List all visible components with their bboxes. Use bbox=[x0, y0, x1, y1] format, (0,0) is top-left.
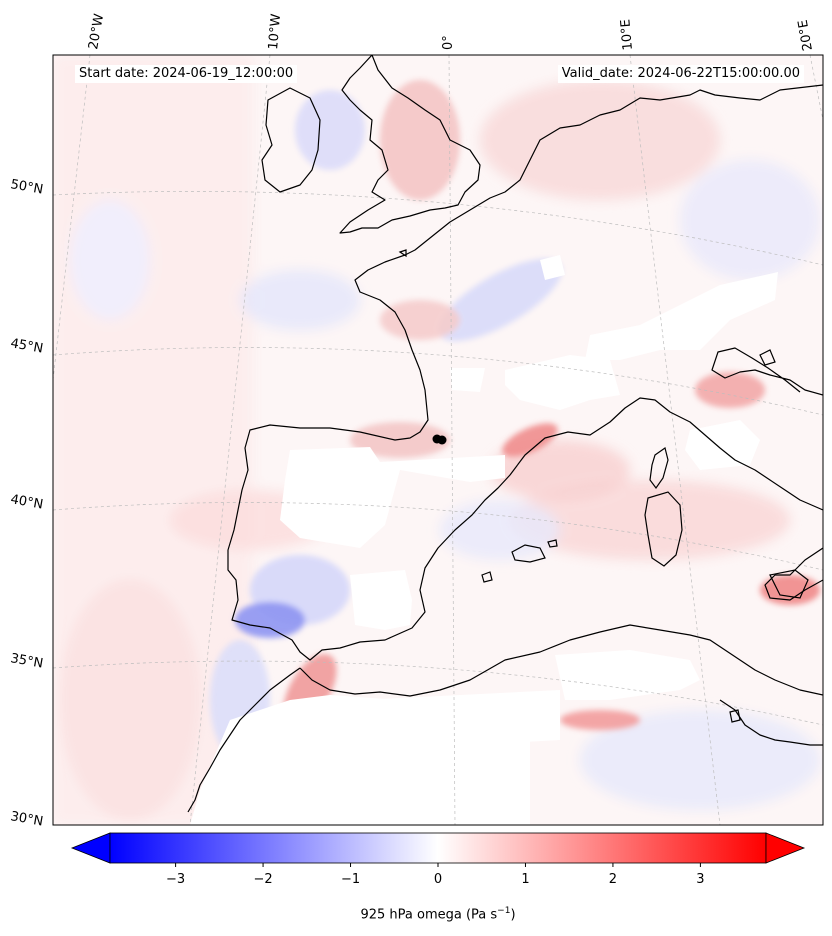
coast-ireland bbox=[261, 87, 321, 193]
coastlines bbox=[187, 55, 823, 813]
colorbar-label-main: 925 hPa omega (Pa s bbox=[360, 907, 498, 923]
coast-sicily bbox=[769, 569, 809, 599]
islands bbox=[398, 249, 809, 723]
coast-italy-south bbox=[764, 547, 823, 601]
colorbar-body bbox=[109, 832, 767, 864]
coast-morocco-atlantic bbox=[187, 667, 301, 813]
coast-channel-islands bbox=[398, 249, 407, 258]
coast-mallorca bbox=[511, 544, 546, 563]
colorbar-label-exponent: −1 bbox=[497, 906, 511, 916]
colorbar-extend-max bbox=[765, 832, 806, 864]
location-marker bbox=[432, 434, 447, 445]
lon-label-20e: 20°E bbox=[796, 19, 816, 52]
colorbar-tick-label: −2 bbox=[253, 872, 272, 887]
lat-label-40n: 40°N bbox=[9, 492, 44, 512]
start-date-label: Start date: 2024-06-19_12:00:00 bbox=[75, 65, 298, 83]
colorbar-tick-label: 3 bbox=[696, 872, 704, 887]
valid-date-label: Valid_date: 2024-06-22T15:00:00.00 bbox=[557, 65, 804, 83]
lon-label-10w: 10°W bbox=[266, 13, 284, 50]
coast-sardinia bbox=[644, 491, 683, 567]
lat-label-35n: 35°N bbox=[9, 651, 44, 671]
lon-label-0: 0° bbox=[441, 35, 456, 50]
coast-north-africa bbox=[299, 624, 823, 697]
coast-italy-adriatic bbox=[711, 347, 823, 396]
coast-corsica bbox=[649, 447, 669, 490]
colorbar-tick-label: −1 bbox=[341, 872, 360, 887]
coast-menorca bbox=[547, 539, 558, 548]
longitude-labels: 20°W 10°W 0° 10°E 20°E bbox=[86, 13, 816, 52]
map-panel bbox=[53, 55, 823, 825]
lat-label-45n: 45°N bbox=[9, 336, 44, 356]
coast-great-britain bbox=[339, 55, 481, 234]
gridlines bbox=[53, 55, 823, 825]
coast-ibiza bbox=[481, 571, 493, 583]
lon-label-20w: 20°W bbox=[86, 13, 107, 51]
colorbar-tick-label: 1 bbox=[521, 872, 529, 887]
map-frame bbox=[52, 54, 824, 826]
colorbar-ticks: −3 −2 −1 0 1 2 3 bbox=[166, 863, 705, 887]
coast-libya bbox=[719, 699, 823, 746]
masked-terrain bbox=[190, 255, 778, 825]
lat-label-30n: 30°N bbox=[9, 809, 44, 829]
colorbar: −3 −2 −1 0 1 2 3 bbox=[70, 832, 806, 887]
colorbar-extend-min bbox=[70, 832, 111, 864]
coast-continental-europe bbox=[227, 84, 823, 661]
latitude-labels: 50°N 45°N 40°N 35°N 30°N bbox=[9, 177, 44, 829]
lat-label-50n: 50°N bbox=[9, 177, 44, 197]
omega-field-land bbox=[210, 80, 820, 760]
colorbar-tick-label: 0 bbox=[434, 872, 442, 887]
omega-field-ocean bbox=[53, 55, 820, 825]
coast-tunisia-island bbox=[729, 709, 741, 723]
colorbar-tick-label: 2 bbox=[609, 872, 617, 887]
colorbar-tick-label: −3 bbox=[166, 872, 185, 887]
coast-croatia-islands bbox=[759, 349, 776, 366]
colorbar-label-close: ) bbox=[510, 907, 516, 923]
colorbar-label: 925 hPa omega (Pa s−1) bbox=[0, 906, 832, 922]
lon-label-10e: 10°E bbox=[618, 19, 636, 51]
